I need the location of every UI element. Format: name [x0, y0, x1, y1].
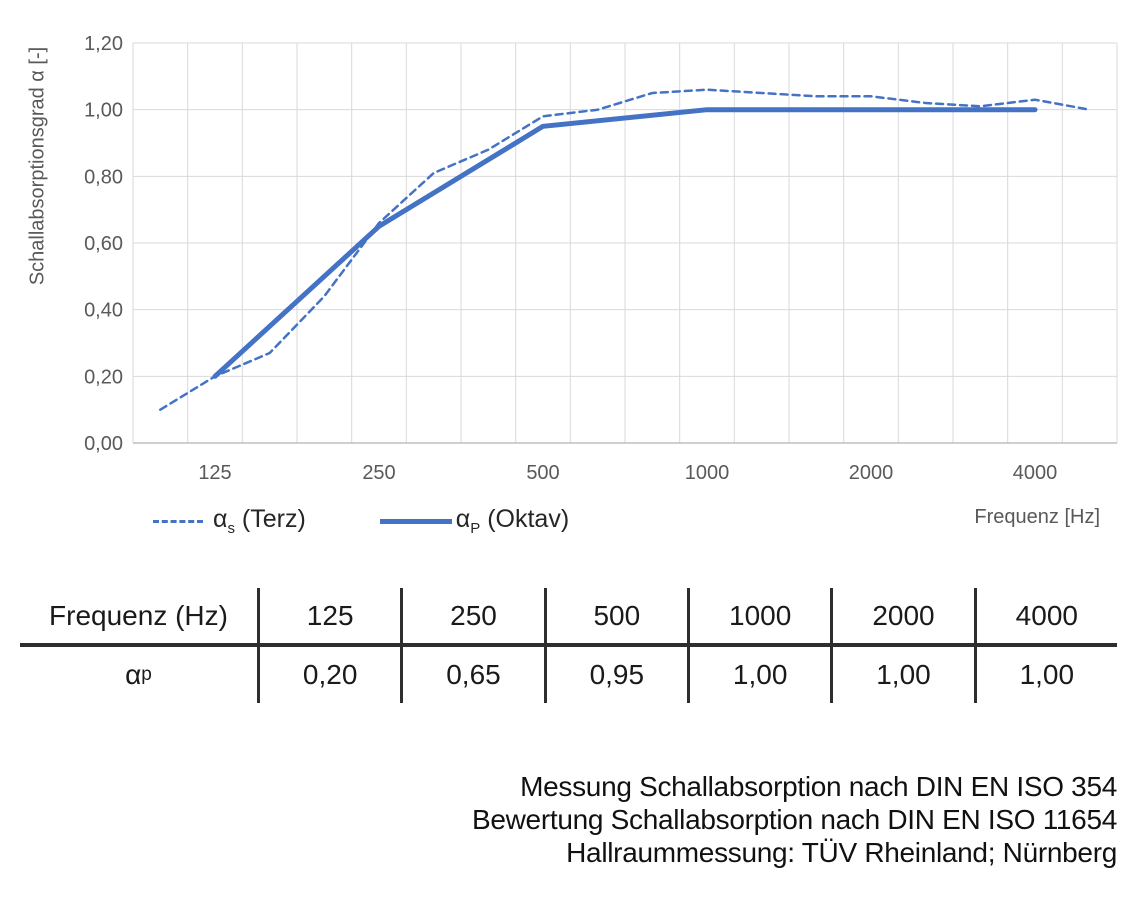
x-tick-label: 250	[362, 462, 395, 484]
table-value-250: 0,65	[400, 647, 543, 703]
table-header-4000: 4000	[973, 588, 1117, 647]
y-tick-label: 1,00	[84, 100, 123, 122]
table-header-125: 125	[257, 588, 401, 647]
series-alpha-p-oktav	[212, 107, 1038, 379]
x-tick-label: 500	[526, 462, 559, 484]
absorption-table: Frequenz (Hz) 125 250 500 1000 2000 4000…	[20, 588, 1117, 703]
note-line: Bewertung Schallabsorption nach DIN EN I…	[471, 804, 1117, 835]
table-header-500: 500	[543, 588, 687, 647]
x-tick-label: 125	[198, 462, 231, 484]
table-header-frequency: Frequenz (Hz)	[20, 588, 257, 647]
x-tick-label: 1000	[685, 462, 730, 484]
legend-item-terz: αs (Terz)	[153, 505, 306, 537]
legend-label-terz: αs (Terz)	[213, 505, 306, 537]
chart-legend: αs (Terz) αP (Oktav)	[153, 503, 569, 539]
x-tick-label: 4000	[1013, 462, 1058, 484]
x-tick-label: 2000	[849, 462, 894, 484]
y-tick-label: 0,40	[84, 300, 123, 322]
note-line: Hallraummessung: TÜV Rheinland; Nürnberg	[566, 837, 1117, 868]
y-tick-label: 0,60	[84, 233, 123, 255]
table-value-2000: 1,00	[830, 647, 973, 703]
dashed-line-sample-icon	[153, 519, 203, 523]
solid-line-sample-icon	[379, 518, 452, 524]
y-tick-label: 0,00	[84, 433, 123, 455]
y-tick-label: 1,20	[84, 33, 123, 55]
table-value-4000: 1,00	[973, 647, 1117, 703]
table-header-2000: 2000	[830, 588, 974, 647]
legend-item-oktav: αP (Oktav)	[379, 505, 570, 537]
table-header-1000: 1000	[686, 588, 831, 647]
table-value-500: 0,95	[543, 647, 687, 703]
y-tick-label: 0,20	[84, 366, 123, 388]
series-alpha-s-terz	[159, 88, 1091, 411]
x-axis-title: Frequenz [Hz]	[974, 506, 1100, 528]
note-line: Messung Schallabsorption nach DIN EN ISO…	[520, 771, 1117, 802]
y-tick-label: 0,80	[84, 166, 123, 188]
measurement-notes: Messung Schallabsorption nach DIN EN ISO…	[472, 770, 1117, 869]
absorption-line-chart: 0,00 0,20 0,40 0,60 0,80 1,00 1,20 125 250 500 100…	[84, 33, 1118, 484]
y-axis-title: Schallabsorptionsgrad α [-]	[26, 46, 49, 286]
table-value-125: 0,20	[257, 647, 400, 703]
legend-label-oktav: αP (Oktav)	[455, 505, 570, 537]
table-header-250: 250	[400, 588, 544, 647]
table-value-1000: 1,00	[686, 647, 830, 703]
